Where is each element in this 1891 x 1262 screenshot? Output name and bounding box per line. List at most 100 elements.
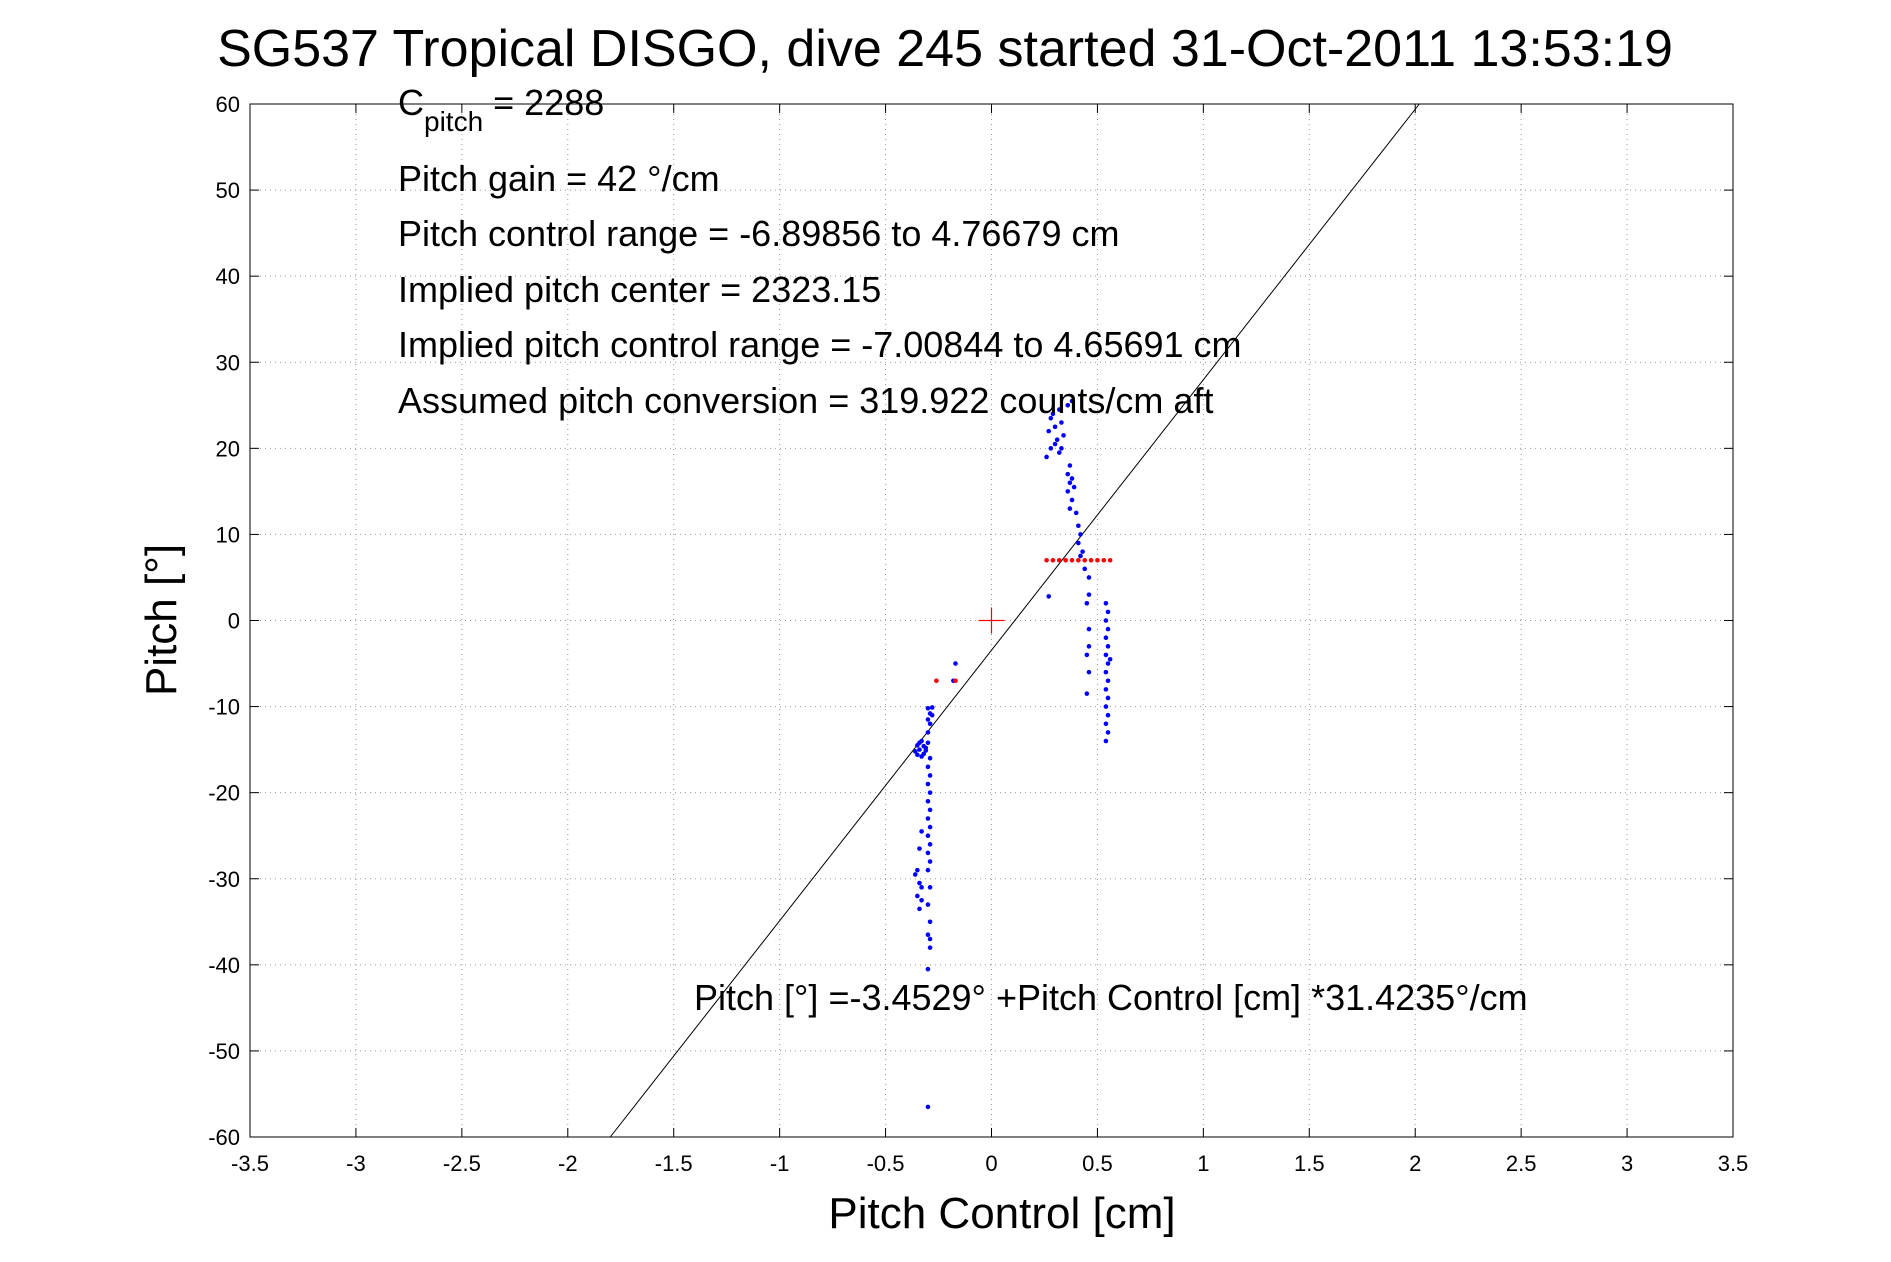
- data-point: [1084, 652, 1090, 658]
- data-point: [1069, 557, 1075, 563]
- data-point: [1086, 626, 1092, 632]
- x-tick-label: 2.5: [1506, 1151, 1537, 1176]
- annotation-fit-equation: Pitch [°] =-3.4529° +Pitch Control [cm] …: [694, 977, 1528, 1018]
- data-point: [917, 846, 922, 851]
- data-point: [1105, 626, 1111, 632]
- data-point: [927, 945, 933, 950]
- data-point: [921, 743, 927, 749]
- data-point: [1103, 635, 1109, 641]
- data-point: [1056, 450, 1062, 455]
- data-point: [1067, 506, 1073, 511]
- center-marker-layer: [978, 607, 1005, 634]
- data-point: [1076, 540, 1081, 546]
- y-tick-label: 60: [216, 92, 240, 117]
- annotation-implied-pitch-center: Implied pitch center = 2323.15: [398, 269, 881, 310]
- y-axis-label: Pitch [°]: [137, 544, 186, 696]
- data-point: [1103, 704, 1109, 709]
- y-tick-label: -10: [208, 695, 240, 720]
- data-point: [1082, 566, 1088, 572]
- data-point: [925, 706, 931, 711]
- data-point: [1071, 484, 1077, 490]
- data-point: [915, 752, 920, 758]
- data-point: [953, 678, 958, 684]
- y-tick-label: 0: [228, 609, 240, 634]
- chart-title: SG537 Tropical DISGO, dive 245 started 3…: [217, 20, 1673, 78]
- data-point: [927, 755, 933, 761]
- data-point: [1069, 497, 1075, 503]
- data-point: [1103, 600, 1109, 606]
- data-point: [919, 754, 924, 759]
- data-point: [927, 773, 933, 778]
- data-point: [927, 790, 933, 795]
- data-point: [1086, 669, 1092, 675]
- data-point: [927, 824, 933, 830]
- data-point: [1105, 609, 1111, 615]
- data-point: [1061, 433, 1066, 438]
- data-point: [934, 678, 939, 684]
- data-point: [917, 880, 922, 886]
- data-point: [927, 885, 933, 890]
- data-point: [1067, 480, 1073, 486]
- data-point: [1050, 557, 1056, 563]
- data-point: [925, 781, 931, 787]
- y-tick-label: -20: [208, 781, 240, 806]
- x-tick-label: -1.5: [655, 1151, 693, 1176]
- data-point: [927, 807, 933, 813]
- data-point: [917, 747, 922, 752]
- data-point: [1107, 557, 1113, 563]
- grid: [250, 104, 1733, 1137]
- data-point: [1065, 489, 1071, 494]
- x-tick-label: -1: [770, 1151, 790, 1176]
- data-point: [927, 919, 933, 925]
- y-tick-label: 50: [216, 178, 240, 203]
- axis-ticks: -3.5 -3 -2.5 -2 -1.5 -1 -0.5 0 0.5 1 1.5 2 2.5 3 3.5 -6…: [208, 92, 1748, 1176]
- data-point: [1063, 557, 1068, 563]
- annotation-block: Cpitch = 2288 Pitch gain = 42 °/cm Pitch…: [398, 82, 1528, 1018]
- data-point: [1101, 557, 1107, 563]
- data-point: [1050, 411, 1056, 417]
- data-point: [1056, 557, 1062, 563]
- fit-line-layer: [609, 103, 1420, 1138]
- data-point: [925, 1104, 931, 1110]
- data-point: [1103, 618, 1109, 623]
- x-tick-label: -3: [346, 1151, 366, 1176]
- x-tick-label: -2.5: [443, 1151, 481, 1176]
- data-point: [1086, 592, 1092, 597]
- data-point: [925, 798, 931, 804]
- data-point: [925, 902, 931, 907]
- x-tick-label: 1: [1197, 1151, 1209, 1176]
- data-point: [1103, 669, 1109, 675]
- data-point: [925, 966, 931, 972]
- y-tick-label: 40: [216, 264, 240, 289]
- data-point: [1105, 712, 1111, 718]
- data-point: [925, 740, 931, 746]
- data-points-layer: [912, 398, 1113, 1110]
- data-point: [915, 867, 920, 873]
- y-tick-label: -60: [208, 1125, 240, 1150]
- y-tick-label: 10: [216, 522, 240, 547]
- data-point: [1107, 656, 1113, 662]
- data-point: [1044, 557, 1049, 563]
- annotation-cpitch-subscript: pitch: [424, 106, 483, 137]
- annotation-pitch-conversion: Assumed pitch conversion = 319.922 count…: [398, 380, 1213, 421]
- data-point: [917, 740, 922, 746]
- data-point: [925, 816, 931, 821]
- data-point: [1086, 575, 1092, 580]
- data-point: [1105, 678, 1111, 684]
- x-tick-label: -2: [558, 1151, 578, 1176]
- data-point: [1103, 687, 1109, 692]
- data-point: [1065, 471, 1071, 477]
- x-tick-label: -0.5: [867, 1151, 905, 1176]
- y-tick-label: 20: [216, 436, 240, 461]
- y-tick-label: 30: [216, 350, 240, 375]
- data-point: [927, 721, 933, 727]
- data-point: [1103, 721, 1109, 727]
- annotation-pitch-gain: Pitch gain = 42 °/cm: [398, 158, 720, 199]
- data-point: [1076, 523, 1081, 529]
- annotation-cpitch-base: C: [398, 82, 424, 123]
- x-tick-label: 3: [1621, 1151, 1633, 1176]
- data-point: [1078, 553, 1083, 559]
- data-point: [912, 872, 918, 877]
- data-point: [925, 932, 931, 938]
